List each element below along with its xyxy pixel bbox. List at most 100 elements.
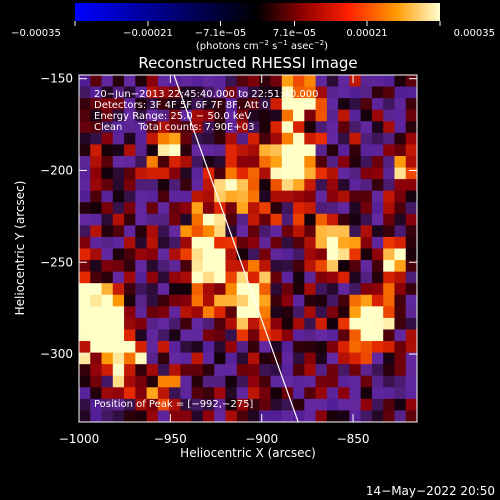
heatmap-cell [124,271,136,284]
heatmap-cell [315,294,328,307]
heatmap-cell [202,236,215,249]
heatmap-cell [79,317,91,330]
info-line-time: 20−Jun−2013 22:45:40.000 to 22:51:40.000 [94,89,319,100]
heatmap-cell [90,294,103,307]
heatmap-cell [338,375,350,388]
heatmap-cell [281,190,294,203]
heatmap-cell [157,213,170,226]
heatmap-cell [293,155,305,169]
heatmap-cell [225,294,238,307]
heatmap-cell [270,341,283,354]
heatmap-cell [394,306,407,319]
heatmap-cell [169,364,181,377]
heatmap-cell [394,132,407,145]
heatmap-cell [259,202,272,215]
heatmap-cell [79,155,91,169]
heatmap-cell [180,283,193,296]
heatmap-cell [383,364,395,377]
heatmap-cell [202,248,215,261]
heatmap-cell [236,398,249,411]
heatmap-cell [169,190,181,203]
heatmap-cell [270,121,283,134]
heatmap-cell [169,144,181,157]
heatmap-cell [281,271,294,284]
heatmap-cell [236,132,249,145]
heatmap-cell [101,202,114,215]
heatmap-cell [270,271,283,284]
heatmap-cell [157,352,170,365]
heatmap-cell [326,410,339,422]
heatmap-cell [90,144,103,157]
heatmap-cell [225,341,238,354]
heatmap-cell [146,271,159,284]
heatmap-cell [349,225,362,238]
heatmap-cell [236,202,249,215]
heatmap-cell [383,179,395,192]
heatmap-cell [349,98,362,111]
heatmap-cell [360,317,373,330]
heatmap-cell [79,167,91,180]
heatmap-cell [112,283,125,296]
heatmap-cell [304,86,317,99]
heatmap-cell [405,86,417,99]
heatmap-cell [101,190,114,203]
heatmap-cell [405,236,417,249]
heatmap-cell [383,398,395,411]
heatmap-cell [157,121,170,134]
heatmap-cell [135,260,148,273]
heatmap-cell [405,387,417,400]
heatmap-cell [101,306,114,319]
heatmap-cell [146,98,159,111]
heatmap-cell [135,98,148,111]
heatmap-cell [383,306,395,319]
heatmap-cell [101,155,114,169]
heatmap-cell [281,236,294,249]
heatmap-cell [293,317,305,330]
y-tick-label: −200 [40,163,73,177]
heatmap-cell [135,317,148,330]
x-tick-label: −1000 [59,432,100,446]
heatmap-cell [90,329,103,342]
heatmap-cell [214,329,226,342]
heatmap-cell [180,329,193,342]
heatmap-cell [90,179,103,192]
heatmap-cell [90,121,103,134]
heatmap-cell [135,341,148,354]
heatmap-cell [225,155,238,169]
heatmap-cell [315,317,328,330]
heatmap-cell [304,248,317,261]
heatmap-cell [202,109,215,122]
heatmap-cell [383,109,395,122]
heatmap-cell [236,225,249,238]
heatmap-cell [124,190,136,203]
heatmap-cell [383,213,395,226]
heatmap-cell [371,236,384,249]
heatmap-cell [281,317,294,330]
heatmap-cell [259,410,272,422]
heatmap-cell [157,375,170,388]
heatmap-cell [304,341,317,354]
heatmap-cell [304,98,317,111]
heatmap-cell [90,387,103,400]
heatmap-cell [146,225,159,238]
heatmap-cell [225,202,238,215]
heatmap-cell [214,398,226,411]
heatmap-cell [326,294,339,307]
heatmap-cell [394,86,407,99]
heatmap-cell [383,202,395,215]
heatmap-cell [281,132,294,145]
heatmap-cell [371,86,384,99]
heatmap-cell [214,98,226,111]
heatmap-cell [270,98,283,111]
heatmap-cell [259,387,272,400]
heatmap-cell [124,98,136,111]
heatmap-cell [270,86,283,99]
heatmap-cell [293,75,305,88]
heatmap-cell [338,329,350,342]
heatmap-cell [315,352,328,365]
heatmap-cell [214,410,226,422]
heatmap-cell [191,329,204,342]
heatmap-cell [326,283,339,296]
heatmap-cell [315,155,328,169]
heatmap-cell [146,341,159,354]
